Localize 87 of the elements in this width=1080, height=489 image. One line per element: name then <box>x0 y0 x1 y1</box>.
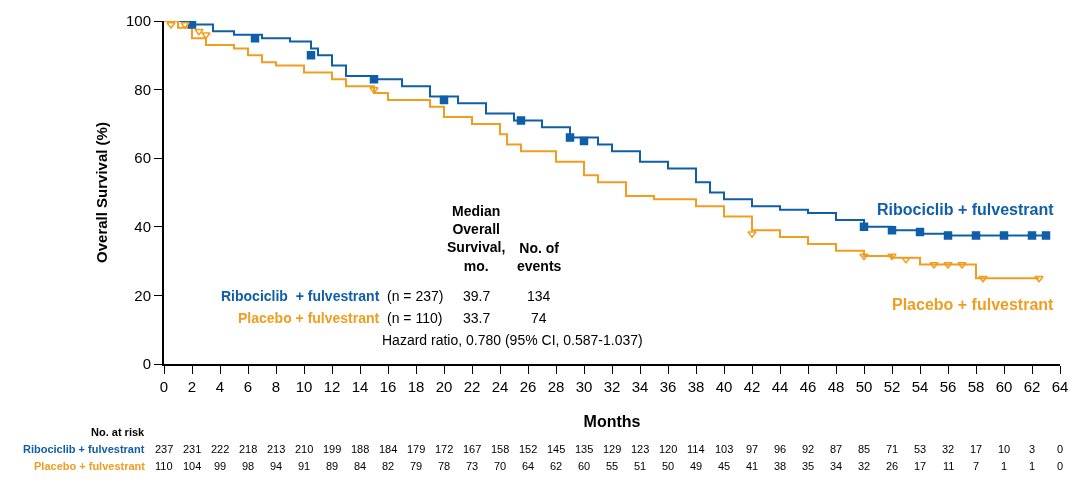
x-tick-label: 14 <box>351 378 369 395</box>
point <box>306 51 316 60</box>
point <box>1027 231 1037 240</box>
text: 237 231 222 218 213 210 199 188 184 179 172 167 158 152 145 135 129 123 120 114 103 97 96 92 87 85 71 53 32 17 10 3 0 <box>155 443 1064 455</box>
point <box>516 116 526 125</box>
point <box>978 275 988 283</box>
x-tick-label: 22 <box>463 378 481 395</box>
x-axis-title: Months <box>583 413 641 431</box>
x-tick-label: 48 <box>827 378 845 395</box>
x-tick-label: 40 <box>715 378 733 395</box>
point <box>579 136 589 146</box>
point <box>166 21 176 29</box>
text: No. at risk <box>91 426 146 438</box>
annotation: (n = 110) <box>387 310 443 326</box>
y-axis-title: Overall Survival (%) <box>92 122 110 263</box>
point <box>943 262 953 269</box>
x-tick-label: 50 <box>855 378 873 395</box>
annotation: (n = 237) <box>387 288 444 304</box>
y-tick-label: 40 <box>134 218 151 236</box>
annotation: 74 <box>531 310 547 326</box>
annotation: Median Overall Survival, mo. <box>447 203 506 274</box>
x-tick-label: 30 <box>575 378 593 395</box>
x-tick-label: 28 <box>547 378 565 395</box>
x-tick-label: 64 <box>1051 378 1069 395</box>
x-tick-label: 0 <box>159 378 169 395</box>
series-label: Placebo + fulvestrant <box>892 296 1055 313</box>
x-tick-label: 16 <box>379 378 397 395</box>
x-tick-label: 38 <box>687 378 705 395</box>
x-tick-label: 10 <box>295 378 313 395</box>
x-tick-label: 4 <box>215 378 225 395</box>
x-tick-label: 36 <box>659 378 677 395</box>
point <box>180 21 190 29</box>
x-tick-label: 18 <box>407 378 425 395</box>
annotation: Placebo + fulvestrant <box>238 310 380 326</box>
x-tick-label: 32 <box>603 378 621 395</box>
point <box>1041 231 1051 240</box>
point <box>859 222 869 232</box>
x-tick-label: 24 <box>491 378 509 395</box>
point <box>999 231 1009 240</box>
y-tick-label: 60 <box>134 149 151 167</box>
point <box>887 253 897 261</box>
y-tick-label: 0 <box>142 355 151 373</box>
x-tick-label: 56 <box>939 378 957 395</box>
point <box>929 262 939 269</box>
point <box>747 231 757 238</box>
point <box>915 227 925 237</box>
point <box>943 231 953 240</box>
annotation: 33.7 <box>463 310 491 326</box>
text: Ribociclib + fulvestrant <box>23 443 145 455</box>
point <box>1034 275 1044 283</box>
text: Placebo + fulvestrant <box>34 460 146 472</box>
point <box>887 225 897 235</box>
x-tick-label: 6 <box>243 378 253 395</box>
x-tick-label: 44 <box>771 378 789 395</box>
point <box>201 32 211 39</box>
y-tick-label: 80 <box>134 80 151 98</box>
point <box>187 21 197 29</box>
annotation: No. of events <box>517 240 562 275</box>
point <box>859 253 869 261</box>
x-tick-label: 2 <box>187 378 197 395</box>
point <box>369 87 379 94</box>
x-tick-label: 52 <box>883 378 901 395</box>
point <box>971 231 981 240</box>
x-tick-label: 62 <box>1023 378 1041 395</box>
y-tick-label: 100 <box>125 12 151 30</box>
point <box>369 75 379 84</box>
x-tick-label: 60 <box>995 378 1013 395</box>
x-tick-label: 20 <box>435 378 453 395</box>
annotation: 134 <box>527 288 551 304</box>
y-tick-label: 20 <box>134 286 151 304</box>
point <box>439 95 449 105</box>
x-tick-label: 12 <box>323 378 341 395</box>
x-tick-label: 46 <box>799 378 817 395</box>
point <box>957 262 967 269</box>
x-tick-label: 42 <box>743 378 761 395</box>
annotation: Ribociclib + fulvestrant <box>221 288 380 304</box>
annotation: 39.7 <box>463 288 491 304</box>
x-tick-label: 26 <box>519 378 537 395</box>
x-tick-label: 54 <box>911 378 929 395</box>
x-tick-label: 8 <box>271 378 281 395</box>
annotation: Hazard ratio, 0.780 (95% CI, 0.587-1.037) <box>382 332 643 348</box>
x-tick-label: 34 <box>631 378 649 395</box>
x-tick-label: 58 <box>967 378 985 395</box>
point <box>194 28 204 36</box>
point <box>565 133 575 142</box>
series-label: Ribociclib + fulvestrant <box>877 201 1055 218</box>
text: 110 104 99 98 94 91 89 84 82 79 78 73 70 64 62 60 55 51 50 49 45 41 38 35 34 32 26 17 11 7 1 1 0 <box>155 460 1064 472</box>
